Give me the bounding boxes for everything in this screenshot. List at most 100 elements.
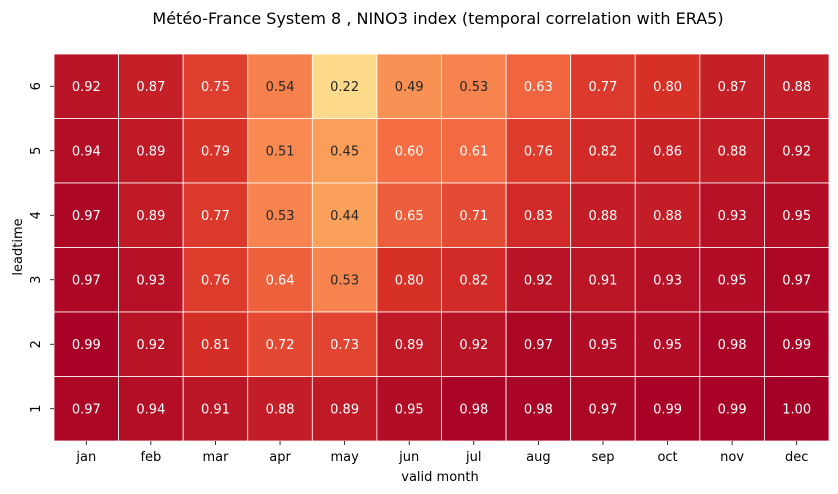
cell-value-label: 0.44	[330, 209, 359, 224]
cell-value-label: 0.98	[718, 338, 747, 353]
cell-value-label: 0.94	[136, 402, 165, 417]
cell-value-label: 0.92	[459, 338, 488, 353]
heatmap-cell-6-jun	[376, 53, 442, 119]
cell-value-label: 0.88	[588, 209, 617, 224]
cell-value-label: 0.95	[718, 273, 747, 288]
cell-value-label: 0.91	[201, 402, 230, 417]
cell-value-label: 0.95	[782, 209, 811, 224]
heatmap-cell-4-jul	[441, 182, 507, 248]
y-tick-label-6: 6	[29, 82, 44, 90]
cell-value-label: 0.75	[201, 80, 230, 95]
cell-value-label: 0.86	[653, 144, 682, 159]
y-tick-label-2: 2	[29, 340, 44, 348]
cell-value-label: 0.88	[266, 402, 295, 417]
heatmap-cell-5-feb	[118, 118, 184, 184]
heatmap-cell-2-nov	[699, 311, 765, 377]
cell-value-label: 0.87	[718, 80, 747, 95]
x-axis-label: valid month	[401, 470, 478, 485]
heatmap-cell-5-jul	[441, 118, 507, 184]
cell-value-label: 0.89	[330, 402, 359, 417]
heatmap-cell-6-mar	[182, 53, 249, 119]
heatmap-cell-5-jan	[53, 118, 119, 184]
heatmap-cell-3-nov	[699, 247, 765, 313]
x-tick-label-feb: feb	[140, 450, 161, 465]
cell-value-label: 0.53	[330, 273, 359, 288]
x-tick-label-jan: jan	[75, 450, 96, 465]
cell-value-label: 0.71	[459, 209, 488, 224]
cell-value-label: 0.97	[72, 209, 101, 224]
y-tick-label-4: 4	[29, 211, 44, 219]
heatmap-cell-1-apr	[247, 376, 313, 442]
cell-value-label: 0.51	[266, 144, 295, 159]
cell-value-label: 0.92	[72, 80, 101, 95]
x-tick-label-apr: apr	[269, 450, 291, 465]
heatmap-cell-5-may	[311, 118, 378, 184]
cell-value-label: 0.82	[459, 273, 488, 288]
heatmap-cell-5-apr	[247, 118, 313, 184]
cell-value-label: 0.91	[588, 273, 617, 288]
heatmap-cell-2-may	[311, 311, 378, 377]
cell-value-label: 0.95	[653, 338, 682, 353]
x-tick-label-aug: aug	[526, 450, 550, 465]
cell-value-label: 0.61	[459, 144, 488, 159]
heatmap-cell-4-mar	[182, 182, 249, 248]
cell-value-label: 0.83	[524, 209, 553, 224]
cell-value-label: 0.63	[524, 80, 553, 95]
heatmap-cell-4-jan	[53, 182, 119, 248]
heatmap-cell-2-mar	[182, 311, 249, 377]
cell-value-label: 0.93	[136, 273, 165, 288]
heatmap-cell-6-jan	[53, 53, 119, 119]
cell-value-label: 0.99	[718, 402, 747, 417]
y-tick-label-1: 1	[29, 405, 44, 413]
x-tick-label-dec: dec	[785, 450, 808, 465]
cell-value-label: 0.54	[266, 80, 295, 95]
cell-value-label: 0.95	[395, 402, 424, 417]
cell-value-label: 0.97	[524, 338, 553, 353]
cell-value-label: 0.22	[330, 80, 359, 95]
heatmap-cell-3-feb	[118, 247, 184, 313]
heatmap-cell-3-jan	[53, 247, 119, 313]
heatmap-cell-1-jan	[53, 376, 119, 442]
heatmap-cell-6-aug	[505, 53, 572, 119]
heatmap-cell-3-apr	[247, 247, 313, 313]
x-tick-label-oct: oct	[657, 450, 677, 465]
heatmap-cell-1-sep	[570, 376, 636, 442]
cell-value-label: 0.76	[524, 144, 553, 159]
cell-value-label: 0.53	[266, 209, 295, 224]
cell-value-label: 0.53	[459, 80, 488, 95]
heatmap-cell-1-jul	[441, 376, 507, 442]
cell-value-label: 0.77	[201, 209, 230, 224]
cell-value-label: 0.82	[588, 144, 617, 159]
heatmap-cell-1-aug	[505, 376, 572, 442]
x-tick-label-nov: nov	[720, 450, 744, 465]
x-tick-label-mar: mar	[202, 450, 229, 465]
heatmap-cell-3-jul	[441, 247, 507, 313]
cell-value-label: 0.94	[72, 144, 101, 159]
heatmap-cell-2-jun	[376, 311, 442, 377]
heatmap-cell-4-apr	[247, 182, 313, 248]
y-tick-label-5: 5	[29, 147, 44, 155]
cell-value-label: 0.80	[653, 80, 682, 95]
y-axis-ticks: 6 5 4 3 2 1	[29, 82, 54, 413]
heatmap-cell-2-jul	[441, 311, 507, 377]
heatmap-cell-3-sep	[570, 247, 636, 313]
cell-value-label: 0.99	[72, 338, 101, 353]
heatmap-cell-2-feb	[118, 311, 184, 377]
x-tick-label-jul: jul	[465, 450, 481, 465]
heatmap-cell-3-oct	[634, 247, 701, 313]
heatmap-cell-4-nov	[699, 182, 765, 248]
heatmap-cell-6-oct	[634, 53, 701, 119]
heatmap-cell-6-apr	[247, 53, 313, 119]
cell-value-label: 0.73	[330, 338, 359, 353]
cell-value-label: 0.89	[136, 144, 165, 159]
x-tick-label-jun: jun	[398, 450, 419, 465]
cell-value-label: 0.99	[653, 402, 682, 417]
heatmap-cell-2-aug	[505, 311, 572, 377]
heatmap-cell-5-sep	[570, 118, 636, 184]
heatmap-cell-2-jan	[53, 311, 119, 377]
cell-value-label: 0.49	[395, 80, 424, 95]
x-axis-ticks: jan feb mar apr may jun jul aug sep oct nov dec	[75, 441, 808, 465]
cell-value-label: 0.97	[782, 273, 811, 288]
y-axis-label: leadtime	[11, 218, 26, 275]
